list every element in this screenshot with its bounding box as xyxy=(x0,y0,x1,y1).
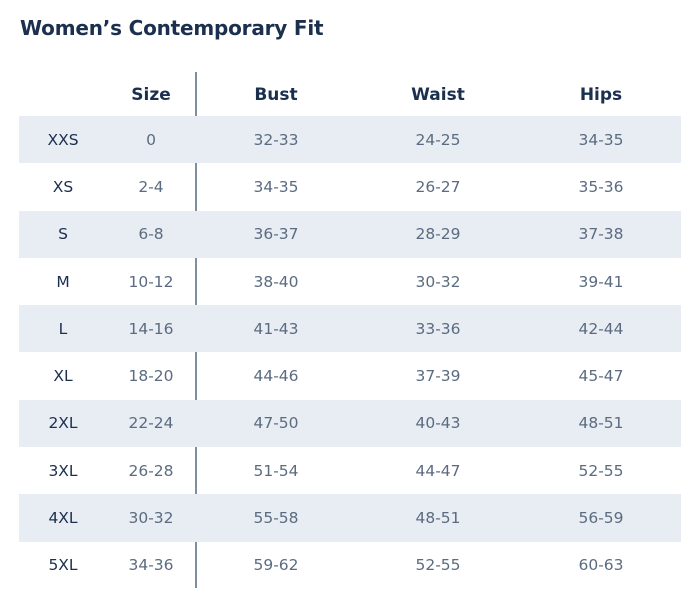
cell-size: 18-20 xyxy=(128,367,174,386)
cell-bust: 32-33 xyxy=(253,130,299,149)
cell-waist: 26-27 xyxy=(415,177,461,196)
header-waist: Waist xyxy=(411,85,465,105)
cell-size: 0 xyxy=(146,130,156,149)
header-bust: Bust xyxy=(254,85,298,105)
cell-size: 6-8 xyxy=(138,225,164,244)
row-label: S xyxy=(58,225,68,244)
row-label: 5XL xyxy=(48,556,78,575)
header-size: Size xyxy=(131,85,171,105)
cell-bust: 59-62 xyxy=(253,556,299,575)
row-label: XL xyxy=(53,367,73,386)
cell-hips: 37-38 xyxy=(578,225,624,244)
cell-hips: 52-55 xyxy=(578,461,624,480)
cell-bust: 44-46 xyxy=(253,367,299,386)
table-row: XL 18-20 44-46 37-39 45-47 xyxy=(19,352,681,399)
table-row: 5XL 34-36 59-62 52-55 60-63 xyxy=(19,542,681,589)
cell-bust: 55-58 xyxy=(253,509,299,528)
cell-waist: 40-43 xyxy=(415,414,461,433)
cell-hips: 48-51 xyxy=(578,414,624,433)
cell-waist: 52-55 xyxy=(415,556,461,575)
row-label: XS xyxy=(52,177,74,196)
row-label: L xyxy=(58,319,68,338)
cell-bust: 47-50 xyxy=(253,414,299,433)
cell-size: 34-36 xyxy=(128,556,174,575)
cell-hips: 60-63 xyxy=(578,556,624,575)
cell-hips: 39-41 xyxy=(578,272,624,291)
table-row: 4XL 30-32 55-58 48-51 56-59 xyxy=(19,494,681,542)
cell-size: 30-32 xyxy=(128,509,174,528)
cell-hips: 34-35 xyxy=(578,130,624,149)
cell-size: 14-16 xyxy=(128,319,174,338)
cell-bust: 36-37 xyxy=(253,225,299,244)
table-row: S 6-8 36-37 28-29 37-38 xyxy=(19,210,681,258)
cell-size: 2-4 xyxy=(138,177,164,196)
cell-waist: 37-39 xyxy=(415,367,461,386)
table-row: XS 2-4 34-35 26-27 35-36 xyxy=(19,163,681,210)
row-label: 4XL xyxy=(48,509,78,528)
table-row: M 10-12 38-40 30-32 39-41 xyxy=(19,258,681,305)
row-label: 2XL xyxy=(48,414,78,433)
cell-waist: 24-25 xyxy=(415,130,461,149)
cell-waist: 33-36 xyxy=(415,319,461,338)
header-hips: Hips xyxy=(579,85,623,105)
cell-bust: 51-54 xyxy=(253,461,299,480)
cell-bust: 34-35 xyxy=(253,177,299,196)
cell-waist: 28-29 xyxy=(415,225,461,244)
cell-size: 10-12 xyxy=(128,272,174,291)
cell-hips: 56-59 xyxy=(578,509,624,528)
page-title: Women’s Contemporary Fit xyxy=(20,16,324,40)
cell-size: 26-28 xyxy=(128,461,174,480)
cell-waist: 30-32 xyxy=(415,272,461,291)
cell-hips: 35-36 xyxy=(578,177,624,196)
cell-bust: 41-43 xyxy=(253,319,299,338)
cell-waist: 48-51 xyxy=(415,509,461,528)
cell-size: 22-24 xyxy=(128,414,174,433)
size-chart-table: Size Bust Waist Hips XXS 0 32-33 24-25 3… xyxy=(19,70,681,590)
cell-waist: 44-47 xyxy=(415,461,461,480)
table-header: Size Bust Waist Hips xyxy=(19,70,681,116)
table-row: XXS 0 32-33 24-25 34-35 xyxy=(19,116,681,164)
row-label: 3XL xyxy=(48,461,78,480)
table-body: XXS 0 32-33 24-25 34-35 XS 2-4 34-35 26-… xyxy=(19,116,681,589)
table-row: 2XL 22-24 47-50 40-43 48-51 xyxy=(19,399,681,448)
cell-bust: 38-40 xyxy=(253,272,299,291)
row-label: M xyxy=(56,272,70,291)
cell-hips: 42-44 xyxy=(578,319,624,338)
row-label: XXS xyxy=(47,130,79,149)
table-row: L 14-16 41-43 33-36 42-44 xyxy=(19,305,681,353)
cell-hips: 45-47 xyxy=(578,367,624,386)
table-row: 3XL 26-28 51-54 44-47 52-55 xyxy=(19,447,681,494)
